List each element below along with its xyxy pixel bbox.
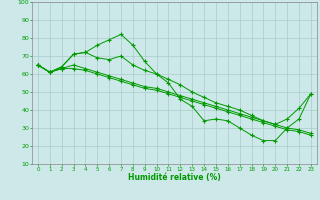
X-axis label: Humidité relative (%): Humidité relative (%)	[128, 173, 221, 182]
